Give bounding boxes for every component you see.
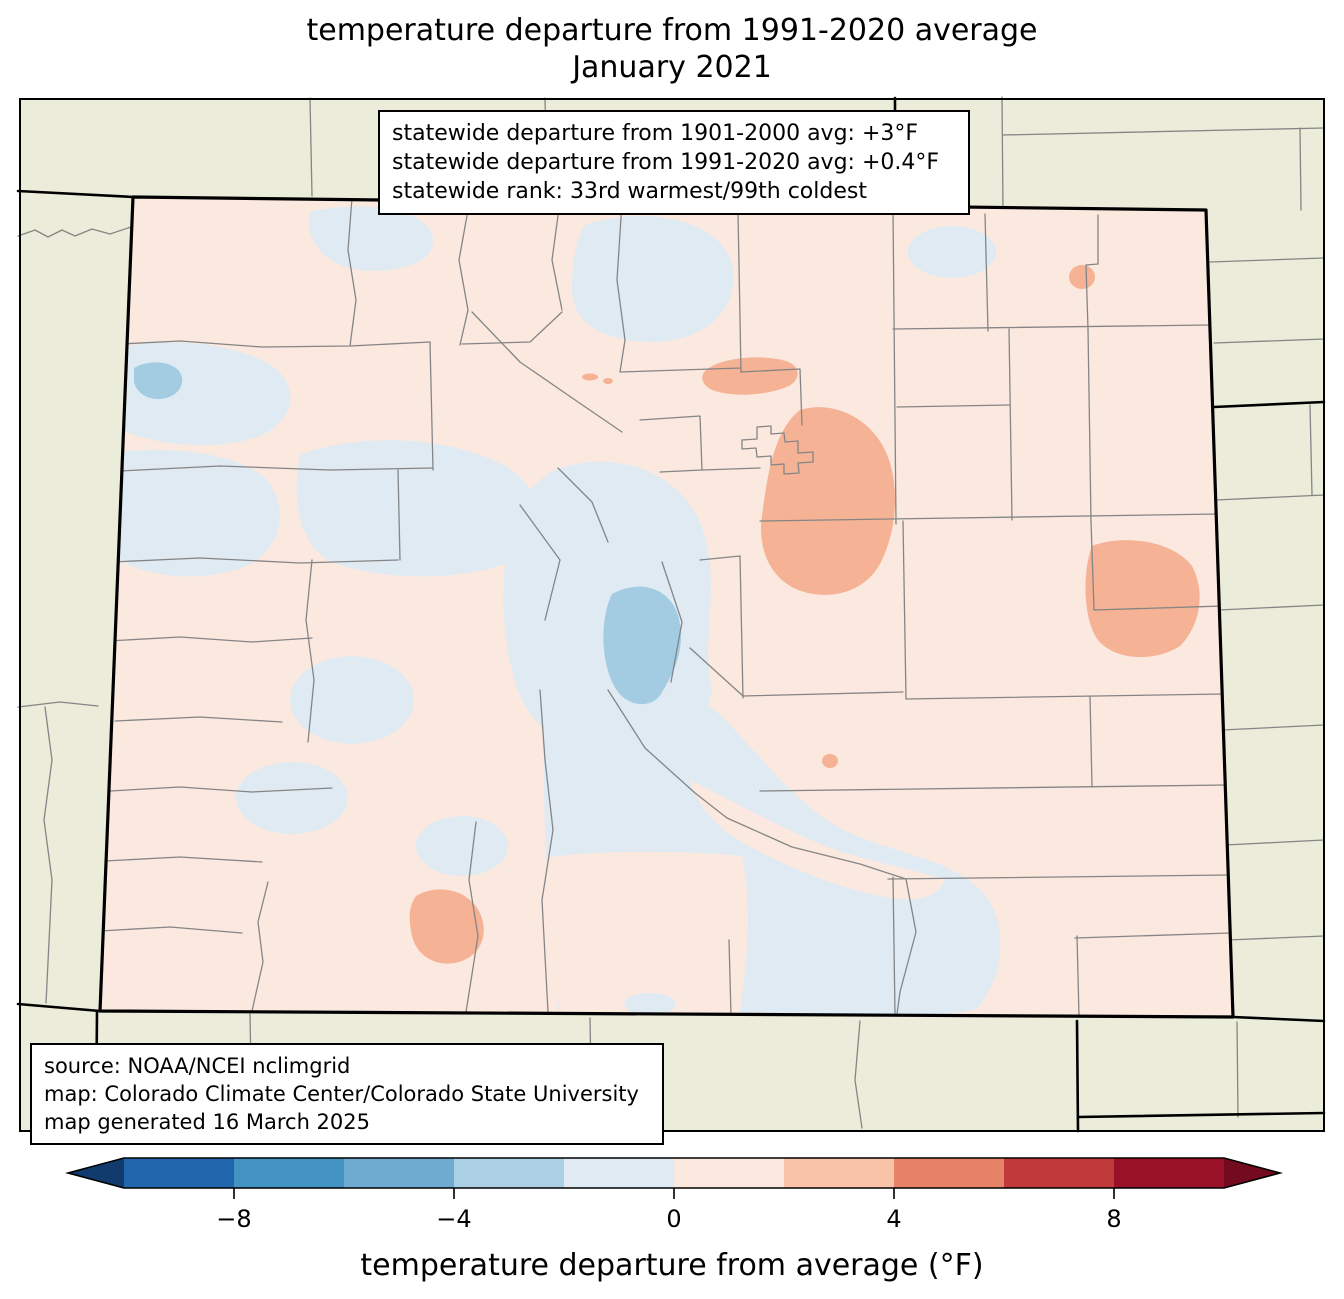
colorbar-tick-label: 0	[666, 1205, 681, 1233]
temp-anomaly-patch	[100, 449, 280, 577]
colorbar-extend-low-arrow	[68, 1158, 124, 1188]
colorbar-extend-high-arrow	[1224, 1158, 1280, 1188]
colorbar-tick-label: −8	[216, 1205, 251, 1233]
temp-anomaly-patch	[134, 362, 183, 400]
warm-near-zero-overlays	[542, 780, 945, 1017]
source-line: source: NOAA/NCEI nclimgrid	[44, 1054, 351, 1078]
colorbar-tick-label: 4	[886, 1205, 901, 1233]
stats-line-rank: statewide rank: 33rd warmest/99th coldes…	[392, 179, 867, 204]
colorbar: −8 −4 0 4 8 temperature departure from a…	[64, 1157, 1284, 1283]
temp-anomaly-patch	[296, 440, 539, 577]
colorado-interior	[100, 197, 1233, 1017]
map-credit-line: map: Colorado Climate Center/Colorado St…	[44, 1082, 639, 1106]
temp-anomaly-patch	[822, 754, 838, 768]
temp-anomaly-patch	[1085, 540, 1200, 658]
temp-anomaly-patch	[908, 226, 996, 278]
colorbar-segment	[674, 1158, 784, 1188]
map-title: temperature departure from 1991-2020 ave…	[0, 12, 1344, 86]
colorbar-segment	[894, 1158, 1004, 1188]
colorbar-outline	[64, 1157, 1284, 1189]
colorbar-axis-label: temperature departure from average (°F)	[360, 1248, 983, 1283]
cool-2-4-patches	[134, 362, 681, 705]
map-title-line1: temperature departure from 1991-2020 ave…	[306, 13, 1038, 48]
colorbar-segment	[564, 1158, 674, 1188]
temp-anomaly-patch	[1069, 265, 1095, 289]
stats-line-1901-2000: statewide departure from 1901-2000 avg: …	[392, 121, 919, 146]
stats-box: statewide departure from 1901-2000 avg: …	[378, 110, 970, 215]
temp-anomaly-patch	[416, 816, 508, 876]
colorbar-segment	[1004, 1158, 1114, 1188]
map-frame	[19, 98, 1325, 1132]
temp-anomaly-patch	[603, 586, 681, 705]
colorbar-tick-label: 8	[1106, 1205, 1121, 1233]
stats-line-1991-2020: statewide departure from 1991-2020 avg: …	[392, 150, 940, 175]
warm-2-4-patches	[409, 265, 1200, 964]
colorbar-segment	[454, 1158, 564, 1188]
map-title-line2: January 2021	[572, 50, 772, 85]
temp-anomaly-patch	[690, 780, 945, 900]
colorbar-segment	[234, 1158, 344, 1188]
colorado-county-lines	[100, 197, 1231, 1017]
temp-anomaly-patch	[571, 215, 734, 343]
temp-anomaly-patch	[409, 889, 484, 964]
colorbar-segment	[784, 1158, 894, 1188]
source-box: source: NOAA/NCEI nclimgrid map: Colorad…	[30, 1043, 664, 1145]
temp-anomaly-patch	[542, 851, 748, 1017]
temp-anomaly-patch	[603, 378, 613, 384]
colorbar-segment	[1114, 1158, 1224, 1188]
temp-anomaly-patch	[702, 357, 798, 395]
temp-anomaly-patch	[236, 762, 348, 834]
temp-anomaly-patch	[582, 373, 598, 381]
colorbar-segment	[344, 1158, 454, 1188]
temp-anomaly-patch	[761, 407, 896, 595]
generated-date-line: map generated 16 March 2025	[44, 1110, 371, 1134]
colorbar-tick-label: −4	[436, 1205, 471, 1233]
temp-anomaly-patch	[624, 993, 676, 1015]
colorbar-segment	[124, 1158, 234, 1188]
temp-anomaly-patch	[290, 656, 414, 744]
temp-anomaly-patch	[308, 206, 434, 271]
